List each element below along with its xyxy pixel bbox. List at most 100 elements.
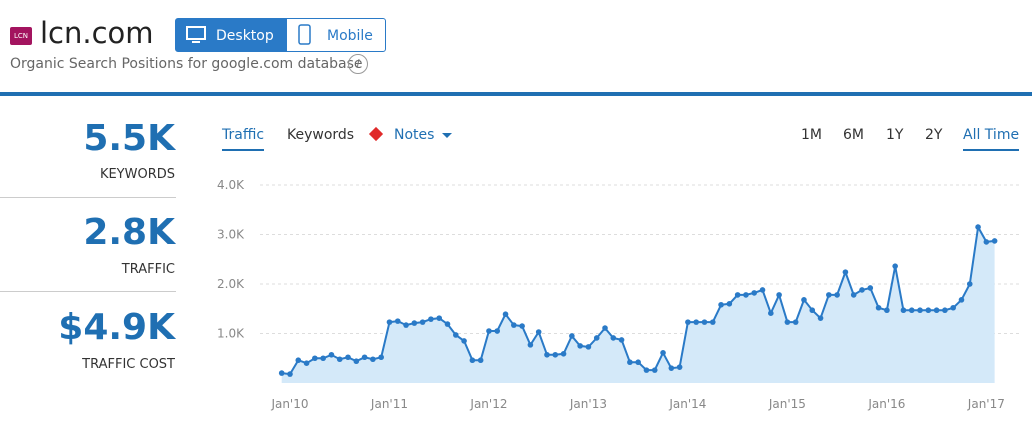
point — [734, 292, 741, 298]
point — [320, 355, 326, 362]
site-name: lcn.com — [40, 16, 154, 50]
x-tick-label: Jan'17 — [967, 397, 1005, 411]
x-tick-label: Jan'11 — [370, 397, 408, 411]
point — [411, 320, 418, 326]
point — [627, 359, 633, 366]
range[interactable]: 2Y — [925, 127, 943, 143]
point — [386, 319, 393, 325]
point — [693, 319, 699, 325]
x-tick-label: Jan'12 — [469, 397, 507, 411]
x-tick-label: Jan'14 — [668, 397, 706, 411]
separator — [0, 197, 176, 198]
point — [419, 319, 426, 325]
range[interactable]: All Time — [963, 127, 1020, 151]
notes-icon — [368, 126, 384, 142]
point — [535, 329, 542, 335]
point — [850, 292, 857, 298]
point — [768, 310, 774, 317]
point — [461, 338, 467, 344]
point — [469, 357, 476, 364]
y-tick-label: 1.0K — [217, 327, 245, 341]
separator — [0, 291, 176, 292]
desktop-icon — [186, 26, 206, 43]
stat-value: 2.8K — [83, 212, 175, 253]
point — [958, 297, 965, 303]
point — [643, 367, 650, 373]
point — [991, 238, 998, 244]
point — [875, 304, 882, 311]
desktop-button[interactable]: Desktop — [175, 18, 286, 52]
point — [303, 360, 310, 366]
point — [361, 354, 368, 361]
point — [618, 337, 625, 343]
tab[interactable]: Notes — [394, 127, 435, 143]
point — [585, 344, 592, 350]
point — [370, 356, 376, 363]
point — [428, 316, 434, 322]
point — [668, 365, 675, 371]
point — [759, 287, 766, 293]
point — [709, 319, 716, 325]
point — [502, 311, 509, 317]
point — [494, 328, 501, 334]
point — [527, 342, 534, 348]
point — [751, 290, 758, 296]
logo: LCN — [10, 27, 32, 45]
point — [287, 371, 293, 377]
tab[interactable]: Traffic — [222, 127, 265, 151]
point — [651, 367, 658, 373]
point — [809, 307, 816, 314]
point — [801, 297, 807, 303]
mobile-button[interactable]: Mobile — [286, 18, 386, 52]
point — [784, 319, 791, 325]
point — [842, 269, 849, 275]
range[interactable]: 1Y — [886, 127, 904, 143]
point — [569, 333, 575, 339]
point — [635, 359, 641, 366]
point — [436, 315, 443, 321]
range[interactable]: 1M — [801, 127, 822, 143]
chart: 1.0K 2.0K 3.0K 4.0K Jan'10 Jan'11 Jan'12 Jan'13… — [217, 178, 1020, 411]
point — [552, 351, 559, 358]
y-tick-label: 3.0K — [217, 228, 245, 242]
point — [511, 322, 517, 328]
point — [933, 307, 940, 314]
range[interactable]: 6M — [843, 127, 864, 143]
subtitle: Organic Search Positions for google.com … — [10, 56, 363, 72]
point — [444, 321, 451, 327]
point — [394, 318, 401, 324]
stat-label: TRAFFIC — [121, 262, 175, 277]
stat-value: $4.9K — [58, 307, 175, 348]
y-tick-label: 2.0K — [217, 277, 245, 291]
tab[interactable]: Keywords — [287, 127, 355, 143]
point — [792, 319, 799, 325]
point — [544, 351, 550, 358]
x-tick-label: Jan'15 — [768, 397, 806, 411]
point — [328, 351, 335, 358]
point — [892, 263, 898, 269]
stat-label: TRAFFIC COST — [82, 357, 175, 372]
point — [859, 287, 865, 293]
point — [900, 307, 907, 314]
point — [486, 328, 492, 334]
point — [817, 315, 824, 321]
point — [593, 335, 600, 341]
point — [776, 292, 782, 298]
point — [519, 323, 525, 329]
info-icon[interactable]: i — [348, 54, 368, 74]
stat-value: 5.5K — [83, 118, 175, 159]
dropdown-arrow — [442, 133, 452, 138]
point — [602, 325, 608, 331]
stat-label: KEYWORDS — [99, 167, 175, 182]
point — [577, 343, 583, 349]
point — [610, 335, 617, 341]
point — [908, 307, 915, 314]
point — [743, 292, 749, 298]
point — [884, 307, 890, 314]
mobile-icon — [298, 24, 311, 45]
point — [685, 319, 691, 325]
point — [718, 301, 724, 308]
point — [560, 350, 567, 357]
point — [477, 357, 484, 364]
